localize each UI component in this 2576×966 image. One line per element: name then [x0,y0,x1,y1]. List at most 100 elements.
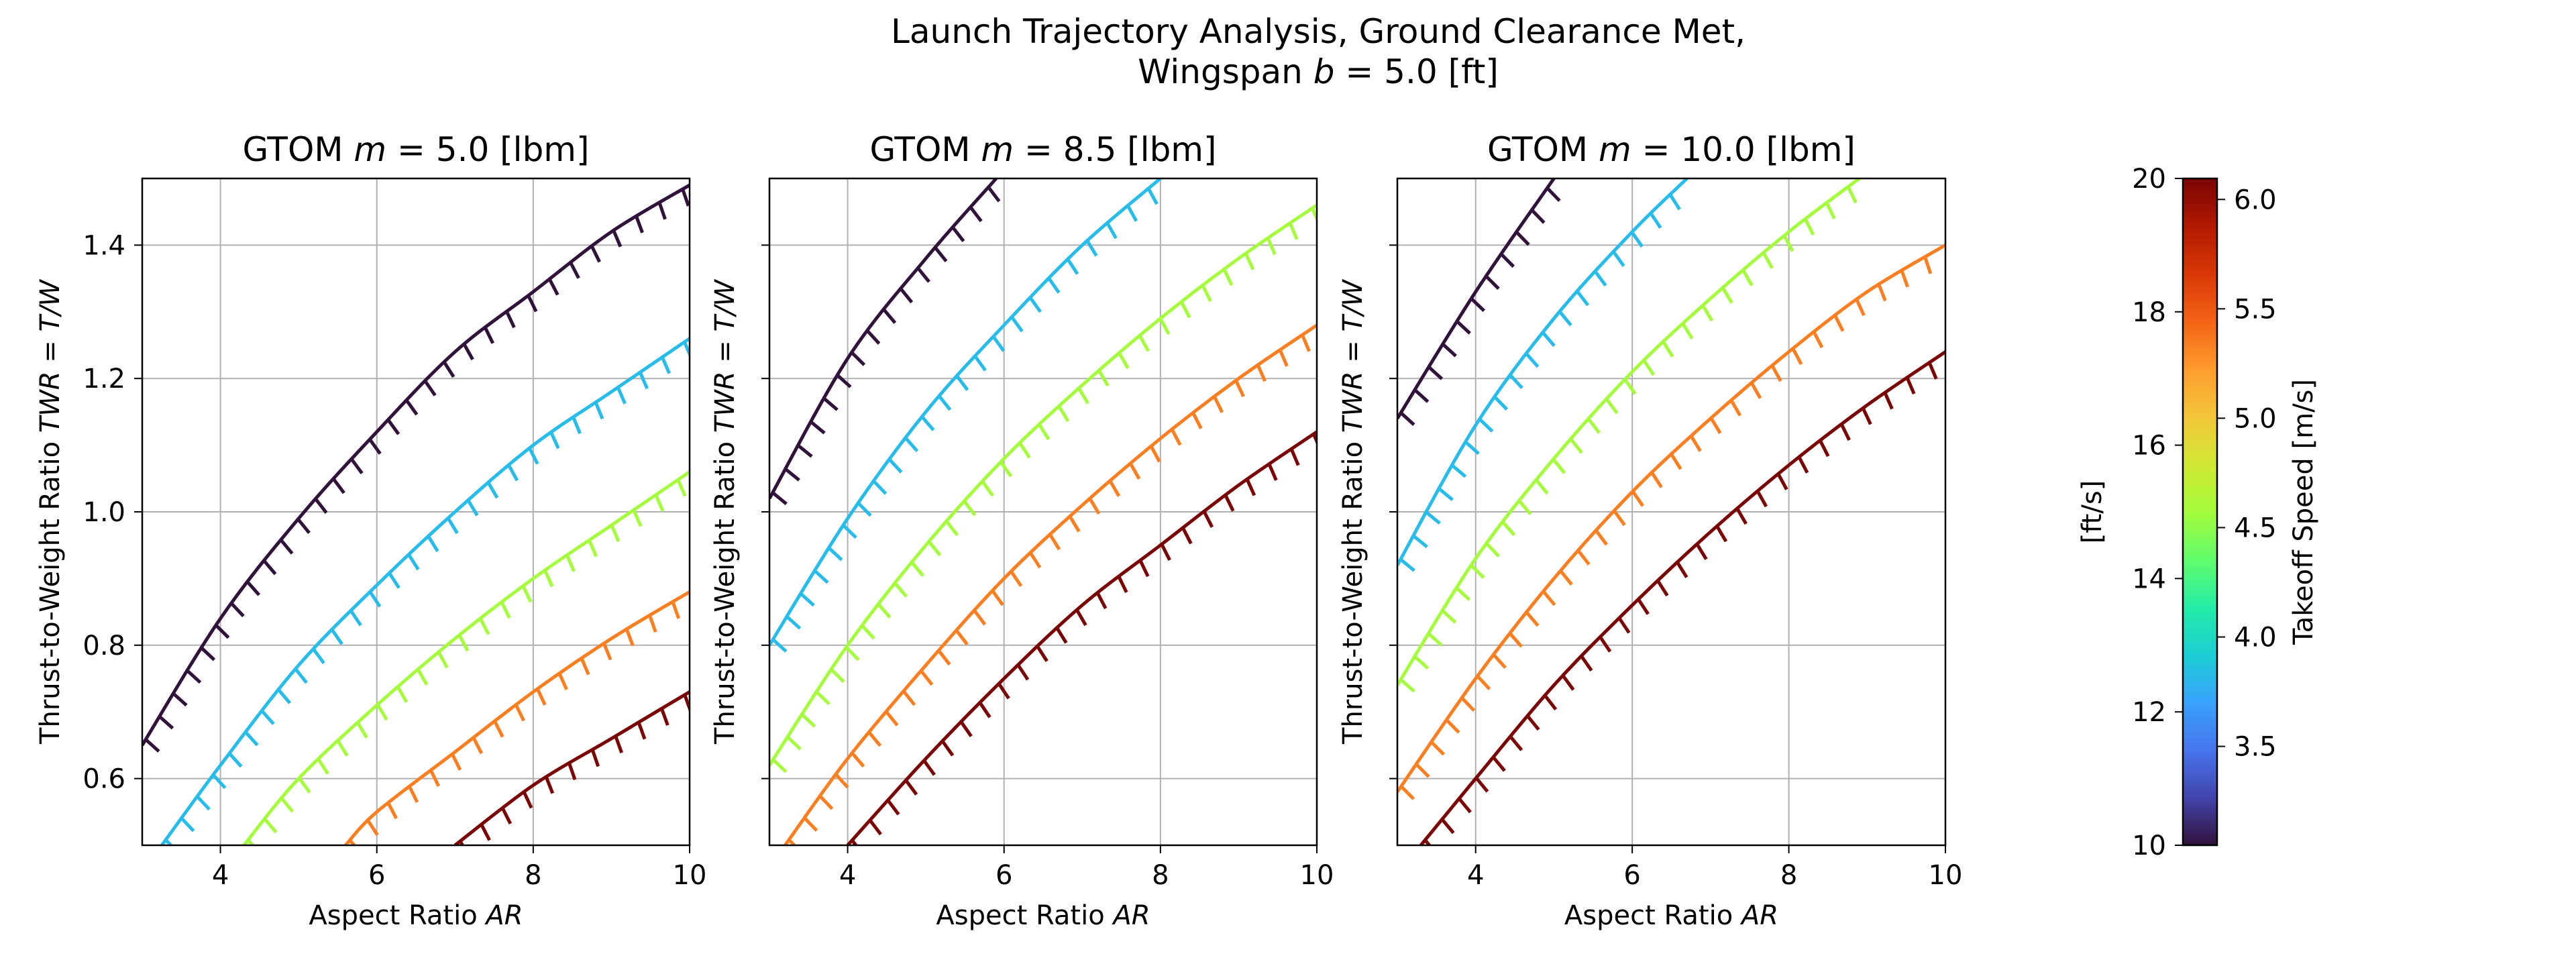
x-tick-label: 6 [368,860,385,891]
x-tick-label: 10 [1929,860,1963,891]
constraint-hatch [1037,423,1051,441]
series-2 [160,337,690,845]
constraint-hatch [1470,564,1485,579]
series-line [846,430,1317,845]
constraint-hatch [1630,231,1644,248]
constraint-hatch [1146,187,1159,205]
constraint-hatch [246,580,261,596]
constraint-hatch [1552,458,1566,474]
subplot-3: 4 6 8 10 GTOM m = 10.0 [lbm] Aspect Ratio AR T… [1338,130,1962,931]
series-4 [784,323,1317,845]
x-axis-label: Aspect Ratio AR [1564,900,1778,931]
constraint-hatch [172,692,188,707]
title-line2-prefix: Wingspan [1138,52,1313,91]
constraint-hatch [1441,343,1457,358]
constraint-hatch [472,737,484,755]
constraint-hatch [1138,559,1150,578]
constraint-hatch [1762,252,1774,269]
constraint-hatch [886,799,900,816]
title-line2-suffix: = 5.0 [ft] [1334,52,1498,91]
constraint-hatch [297,518,311,535]
constraint-hatch [868,819,882,836]
constraint-hatch [904,779,918,796]
constraint-hatch [1812,331,1824,349]
constraint-hatch [506,464,519,482]
series-line [1397,178,1556,420]
constraint-hatch [1450,464,1467,478]
x-tick-label: 8 [1780,860,1797,891]
constraint-hatch [407,786,419,803]
constraint-hatch [1445,718,1460,734]
figure-title-line1: Launch Trajectory Analysis, Ground Clear… [891,12,1746,51]
constraint-hatch [1670,453,1682,470]
subplot-2: 4 6 8 10 GTOM m = 8.5 [lbm] Aspect Ratio AR Th… [710,130,1334,931]
constraint-hatch [480,823,491,841]
constraint-hatch [851,751,865,768]
constraint-hatch [1613,509,1626,527]
constraint-hatch [312,647,325,665]
constraint-hatch [1492,653,1507,669]
title-line2-var: b [1313,52,1335,91]
constraint-hatch [280,796,294,813]
constraint-hatch [416,668,429,686]
constraint-hatch [1776,473,1788,490]
constraint-hatch [1128,462,1141,480]
colorbar: 10 12 14 16 18 20 3.5 4.0 4.5 5.0 5.5 6.0 [ft/s] Ta… [2077,164,2319,861]
constraint-hatch [865,329,881,345]
constraint-hatch [786,615,802,630]
constraint-hatch [963,500,977,517]
constraint-hatch [466,499,479,517]
constraint-hatch [1525,714,1540,731]
constraint-hatch [348,839,357,845]
constraint-hatch [590,749,600,767]
constraint-hatch [535,688,547,706]
constraint-hatch [396,686,409,703]
constraint-hatch [1118,352,1130,370]
constraint-hatch [458,840,465,845]
colorbar-left-tick-label: 18 [2132,297,2166,328]
constraint-hatch [1010,316,1024,333]
constraint-hatch [803,816,818,832]
constraint-hatch [1595,529,1608,546]
x-tick-label: 8 [525,860,541,891]
constraint-hatch [1656,580,1669,597]
constraint-hatch [1160,543,1171,561]
constraint-hatch [388,572,400,589]
colorbar-right-tick-label: 6.0 [2234,184,2277,215]
constraint-hatch [462,343,474,361]
constraint-hatch [386,419,400,435]
constraint-hatch [1028,551,1042,569]
constraint-hatch [1715,525,1728,543]
series-3 [769,203,1317,773]
y-tick-label: 1.2 [83,364,125,394]
constraint-hatch [544,775,555,794]
constraint-hatch [317,757,329,775]
constraint-hatch [1244,252,1255,270]
constraint-hatch [1256,364,1267,382]
colorbar-left-tick-label: 12 [2132,697,2166,728]
constraint-hatch [800,712,816,728]
constraint-hatch [1425,511,1441,525]
x-tick-label: 4 [1467,860,1484,891]
constraint-hatch [1541,331,1556,347]
constraint-hatch [1097,369,1110,387]
constraint-hatch [1106,221,1118,239]
constraint-hatch [945,520,959,537]
series-line [160,337,690,845]
constraint-hatch [899,287,914,304]
constraint-hatch [1412,534,1428,549]
series-1 [142,183,690,753]
constraint-hatch [1478,417,1494,433]
constraint-hatch [1905,376,1916,395]
constraint-hatch [884,710,899,727]
constraint-hatch [1701,305,1713,322]
colorbar-right-tick-label: 4.0 [2234,623,2277,653]
constraint-hatch [671,601,681,619]
constraint-hatch [1861,407,1872,425]
colorbar-right-tick-label: 5.0 [2234,403,2277,434]
constraint-hatch [260,709,275,725]
constraint-hatch [186,669,202,684]
constraint-hatch [376,703,388,721]
constraint-hatch [1138,334,1150,352]
constraint-hatch [893,582,908,598]
